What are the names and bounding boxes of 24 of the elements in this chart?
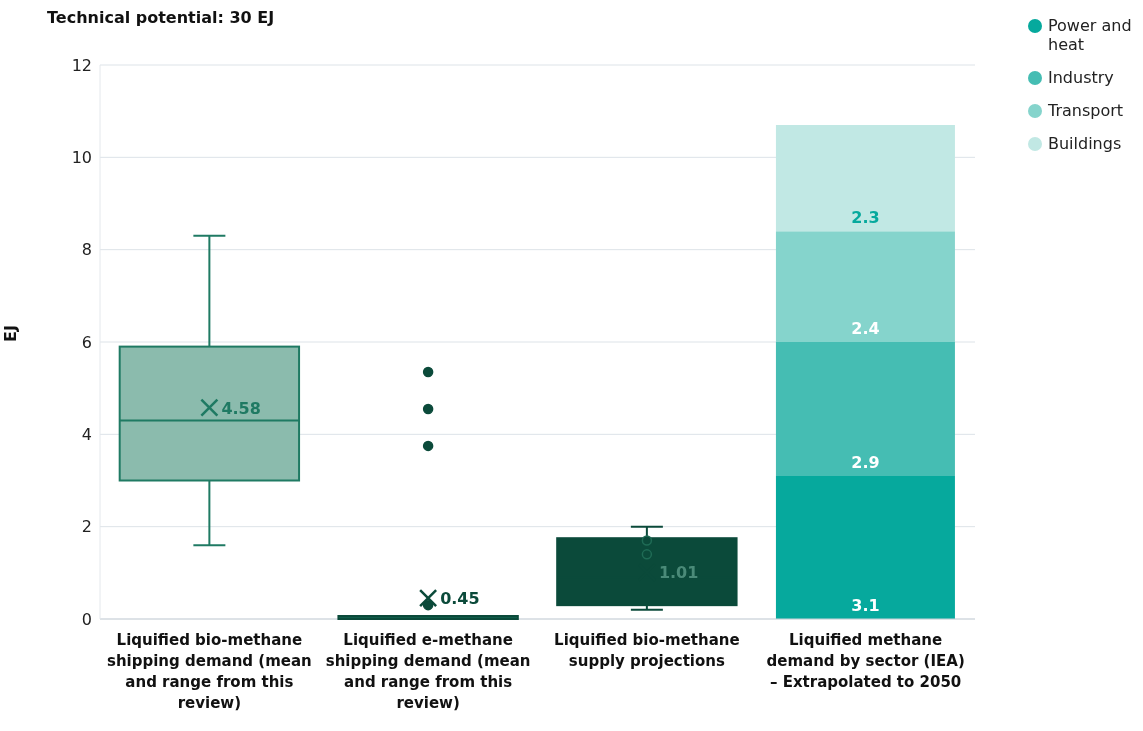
x-tick-label: Liquified bio-methane supply projections xyxy=(554,631,740,670)
y-tick-label: 0 xyxy=(81,609,92,629)
data-label: 2.3 xyxy=(851,208,880,228)
data-label: 3.1 xyxy=(851,596,880,615)
y-tick-label: 2 xyxy=(81,517,92,537)
y-tick-label: 12 xyxy=(71,55,92,75)
y-tick-label: 10 xyxy=(71,148,92,168)
y-axis-title: EJ xyxy=(0,325,20,342)
x-tick-label: Liquified methane demand by sector (IEA) – Extrapolated to 2050 xyxy=(766,631,965,691)
annotation: 0.45 xyxy=(440,589,480,609)
y-tick-label: 8 xyxy=(81,240,92,260)
data-label: 2.4 xyxy=(851,319,880,338)
legend-label: Industry xyxy=(1048,68,1114,87)
legend-label: Transport xyxy=(1048,101,1124,120)
legend-label: Buildings xyxy=(1048,134,1122,153)
y-tick-label: 4 xyxy=(81,425,92,445)
annotation: 4.58 xyxy=(221,398,261,418)
legend-label: Power and heat xyxy=(1048,16,1133,54)
data-label: 2.9 xyxy=(851,452,880,472)
annotation: 1.01 xyxy=(658,563,699,583)
chart-title: Technical potential: 30 EJ xyxy=(47,8,275,27)
y-tick-label: 6 xyxy=(81,332,92,352)
x-tick-label: Liquified e-methane shipping demand (mean and range from this review) xyxy=(325,631,531,712)
x-tick-label: Liquified bio-methane shipping demand (mean and range from this review) xyxy=(106,631,312,712)
